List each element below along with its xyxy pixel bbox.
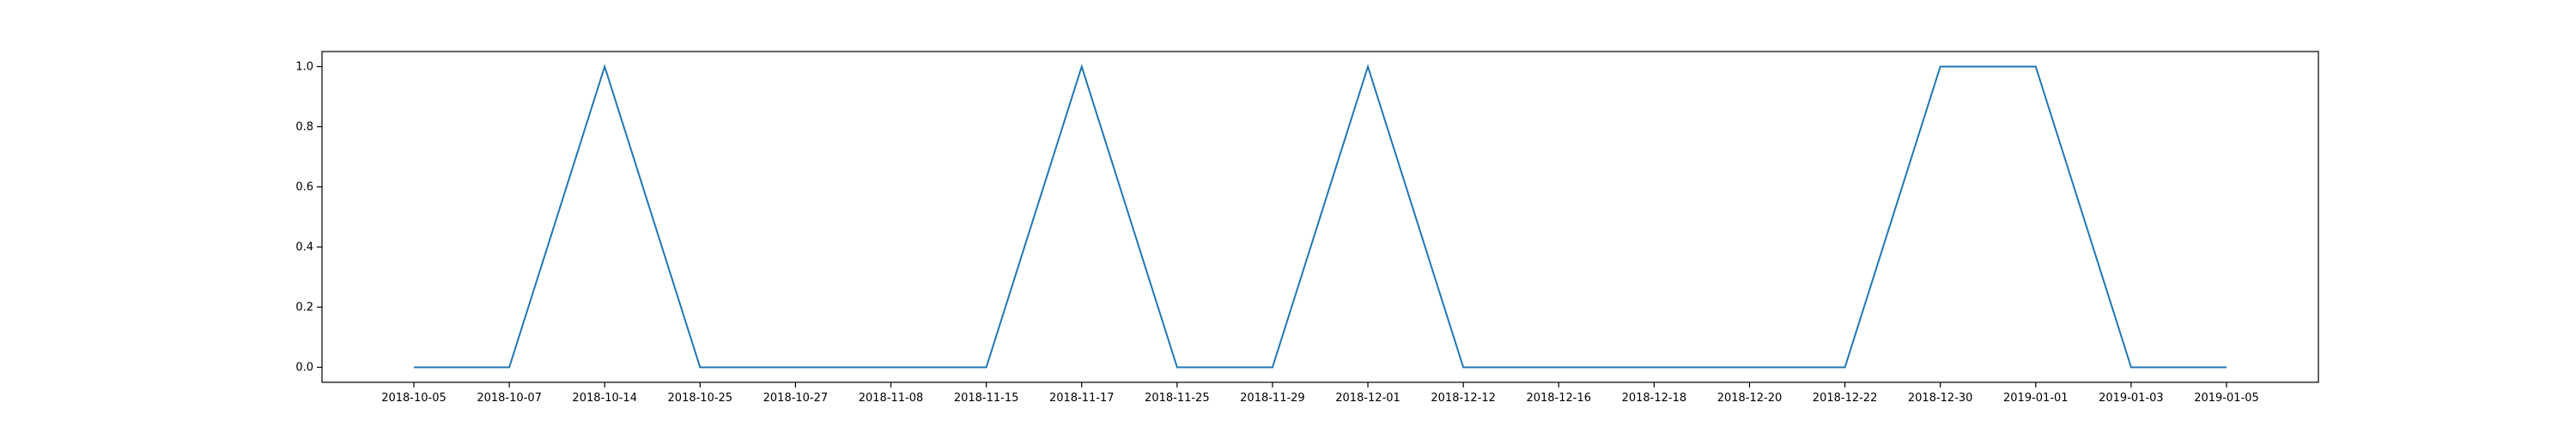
x-tick-label: 2018-11-29: [1240, 392, 1305, 405]
x-tick-label: 2018-10-25: [668, 392, 733, 405]
x-tick-label: 2018-12-18: [1622, 392, 1687, 405]
x-tick-label: 2018-12-20: [1717, 392, 1783, 405]
y-tick-label: 0.8: [295, 121, 313, 134]
x-tick-label: 2018-12-22: [1813, 392, 1878, 405]
x-tick-label: 2018-10-14: [572, 392, 637, 405]
y-tick-label: 0.0: [295, 362, 313, 375]
y-tick-label: 0.4: [295, 241, 313, 254]
series-layer: [414, 66, 2227, 367]
x-tick-label: 2018-11-17: [1049, 392, 1115, 405]
x-axis: 2018-10-05 2018-10-07 2018-10-14 2018-10-25…: [381, 382, 2259, 405]
x-tick-label: 2019-01-05: [2194, 392, 2259, 405]
y-axis: 0.0 0.2 0.4 0.6 0.8 1.0: [295, 61, 322, 375]
x-tick-label: 2018-11-25: [1145, 392, 1210, 405]
x-tick-label: 2018-10-07: [477, 392, 542, 405]
x-tick-label: 2018-12-01: [1335, 392, 1400, 405]
y-tick-label: 0.6: [295, 181, 313, 194]
x-tick-label: 2019-01-03: [2099, 392, 2164, 405]
x-tick-label: 2018-11-08: [859, 392, 924, 405]
y-tick-label: 0.2: [295, 302, 313, 314]
x-tick-label: 2018-10-27: [763, 392, 829, 405]
x-tick-label: 2018-12-30: [1908, 392, 1973, 405]
x-tick-label: 2018-12-16: [1526, 392, 1591, 405]
x-tick-label: 2018-12-12: [1431, 392, 1496, 405]
x-tick-label: 2019-01-01: [2003, 392, 2069, 405]
series-line: [414, 67, 2227, 368]
x-tick-label: 2018-11-15: [954, 392, 1019, 405]
x-tick-label: 2018-10-05: [381, 392, 447, 405]
y-tick-label: 1.0: [295, 61, 313, 74]
